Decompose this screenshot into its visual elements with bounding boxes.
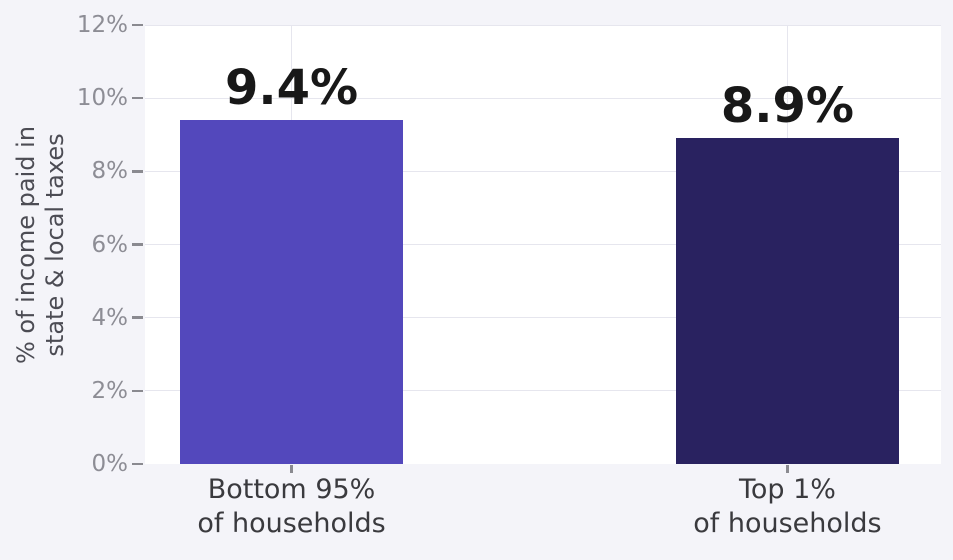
bar-top-1 <box>675 138 899 464</box>
y-tick-label: 12% <box>76 12 128 38</box>
horizontal-gridline <box>145 317 941 319</box>
y-tick-label: 4% <box>91 304 129 331</box>
x-tick-label-bottom-95: Bottom 95% of households <box>197 473 385 541</box>
y-tick-mark <box>132 243 143 246</box>
y-tick-label: 8% <box>91 158 129 185</box>
y-tick-label: 6% <box>91 231 129 258</box>
value-label-top-1: 8.9% <box>720 78 854 135</box>
y-axis-title-line-1: % of income paid in <box>12 125 41 364</box>
x-tick-label-line-1: Bottom 95% <box>207 474 376 505</box>
y-tick-mark <box>132 170 143 173</box>
horizontal-gridline <box>145 390 941 392</box>
y-tick-label: 10% <box>76 85 128 112</box>
x-tick-label-line-1: Top 1% <box>738 474 836 505</box>
y-tick-mark <box>132 96 143 100</box>
horizontal-gridline <box>145 244 941 245</box>
y-tick-mark <box>132 389 143 393</box>
x-tick-mark <box>290 465 293 473</box>
bar-bottom-95 <box>180 120 404 464</box>
value-label-bottom-95: 9.4% <box>224 60 359 117</box>
x-tick-label-line-2: of households <box>197 508 386 539</box>
horizontal-gridline <box>145 170 941 172</box>
x-tick-mark <box>786 465 789 473</box>
y-tick-label: 0% <box>91 451 129 477</box>
x-tick-label-top-1: Top 1% of households <box>693 473 881 541</box>
y-tick-mark <box>132 316 143 319</box>
horizontal-gridline <box>145 97 941 99</box>
y-tick-mark <box>132 23 143 27</box>
x-tick-label-line-2: of households <box>693 508 882 539</box>
horizontal-gridline <box>145 24 941 26</box>
y-tick-mark <box>132 462 143 466</box>
y-tick-label: 2% <box>91 377 129 404</box>
